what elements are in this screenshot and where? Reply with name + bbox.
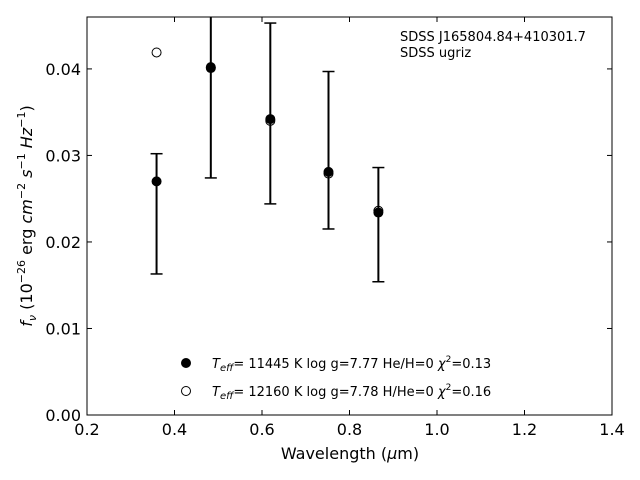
open-model-point xyxy=(265,115,276,126)
y-tick-label: 0.00 xyxy=(45,406,81,425)
y-axis-label: fν (10−26 erg cm−2 s−1 Hz−1) xyxy=(15,105,39,326)
y-tick-label: 0.04 xyxy=(45,60,81,79)
filled-model-point xyxy=(151,176,162,187)
legend-entry-open: Teff= 12160 K log g=7.78 H/He=0 χ2=0.16 xyxy=(212,383,491,402)
legend: Teff= 11445 K log g=7.77 He/H=0 χ2=0.13 … xyxy=(181,355,491,402)
open-model-point xyxy=(373,205,384,216)
y-tick-label: 0.03 xyxy=(45,146,81,165)
x-tick-label: 1.4 xyxy=(599,420,624,439)
x-tick-label: 1.2 xyxy=(512,420,537,439)
open-model-point xyxy=(205,63,216,74)
filter-set-annotation: SDSS ugriz xyxy=(400,46,471,61)
x-tick-label: 0.4 xyxy=(162,420,187,439)
object-name-annotation: SDSS J165804.84+410301.7 xyxy=(400,30,586,45)
legend-open-marker xyxy=(181,386,191,396)
x-tick-label: 0.2 xyxy=(74,420,99,439)
x-axis-label: Wavelength (μm) xyxy=(281,444,419,463)
open-model-point xyxy=(323,168,334,179)
x-tick-label: 0.8 xyxy=(337,420,362,439)
plot-frame xyxy=(86,16,613,416)
x-tick-label: 0.6 xyxy=(249,420,274,439)
open-model-point xyxy=(151,47,162,58)
legend-filled-marker xyxy=(181,358,191,368)
x-tick-label: 1.0 xyxy=(424,420,449,439)
y-tick-label: 0.02 xyxy=(45,233,81,252)
legend-entry-filled: Teff= 11445 K log g=7.77 He/H=0 χ2=0.13 xyxy=(212,355,491,374)
y-tick-label: 0.01 xyxy=(45,319,81,338)
